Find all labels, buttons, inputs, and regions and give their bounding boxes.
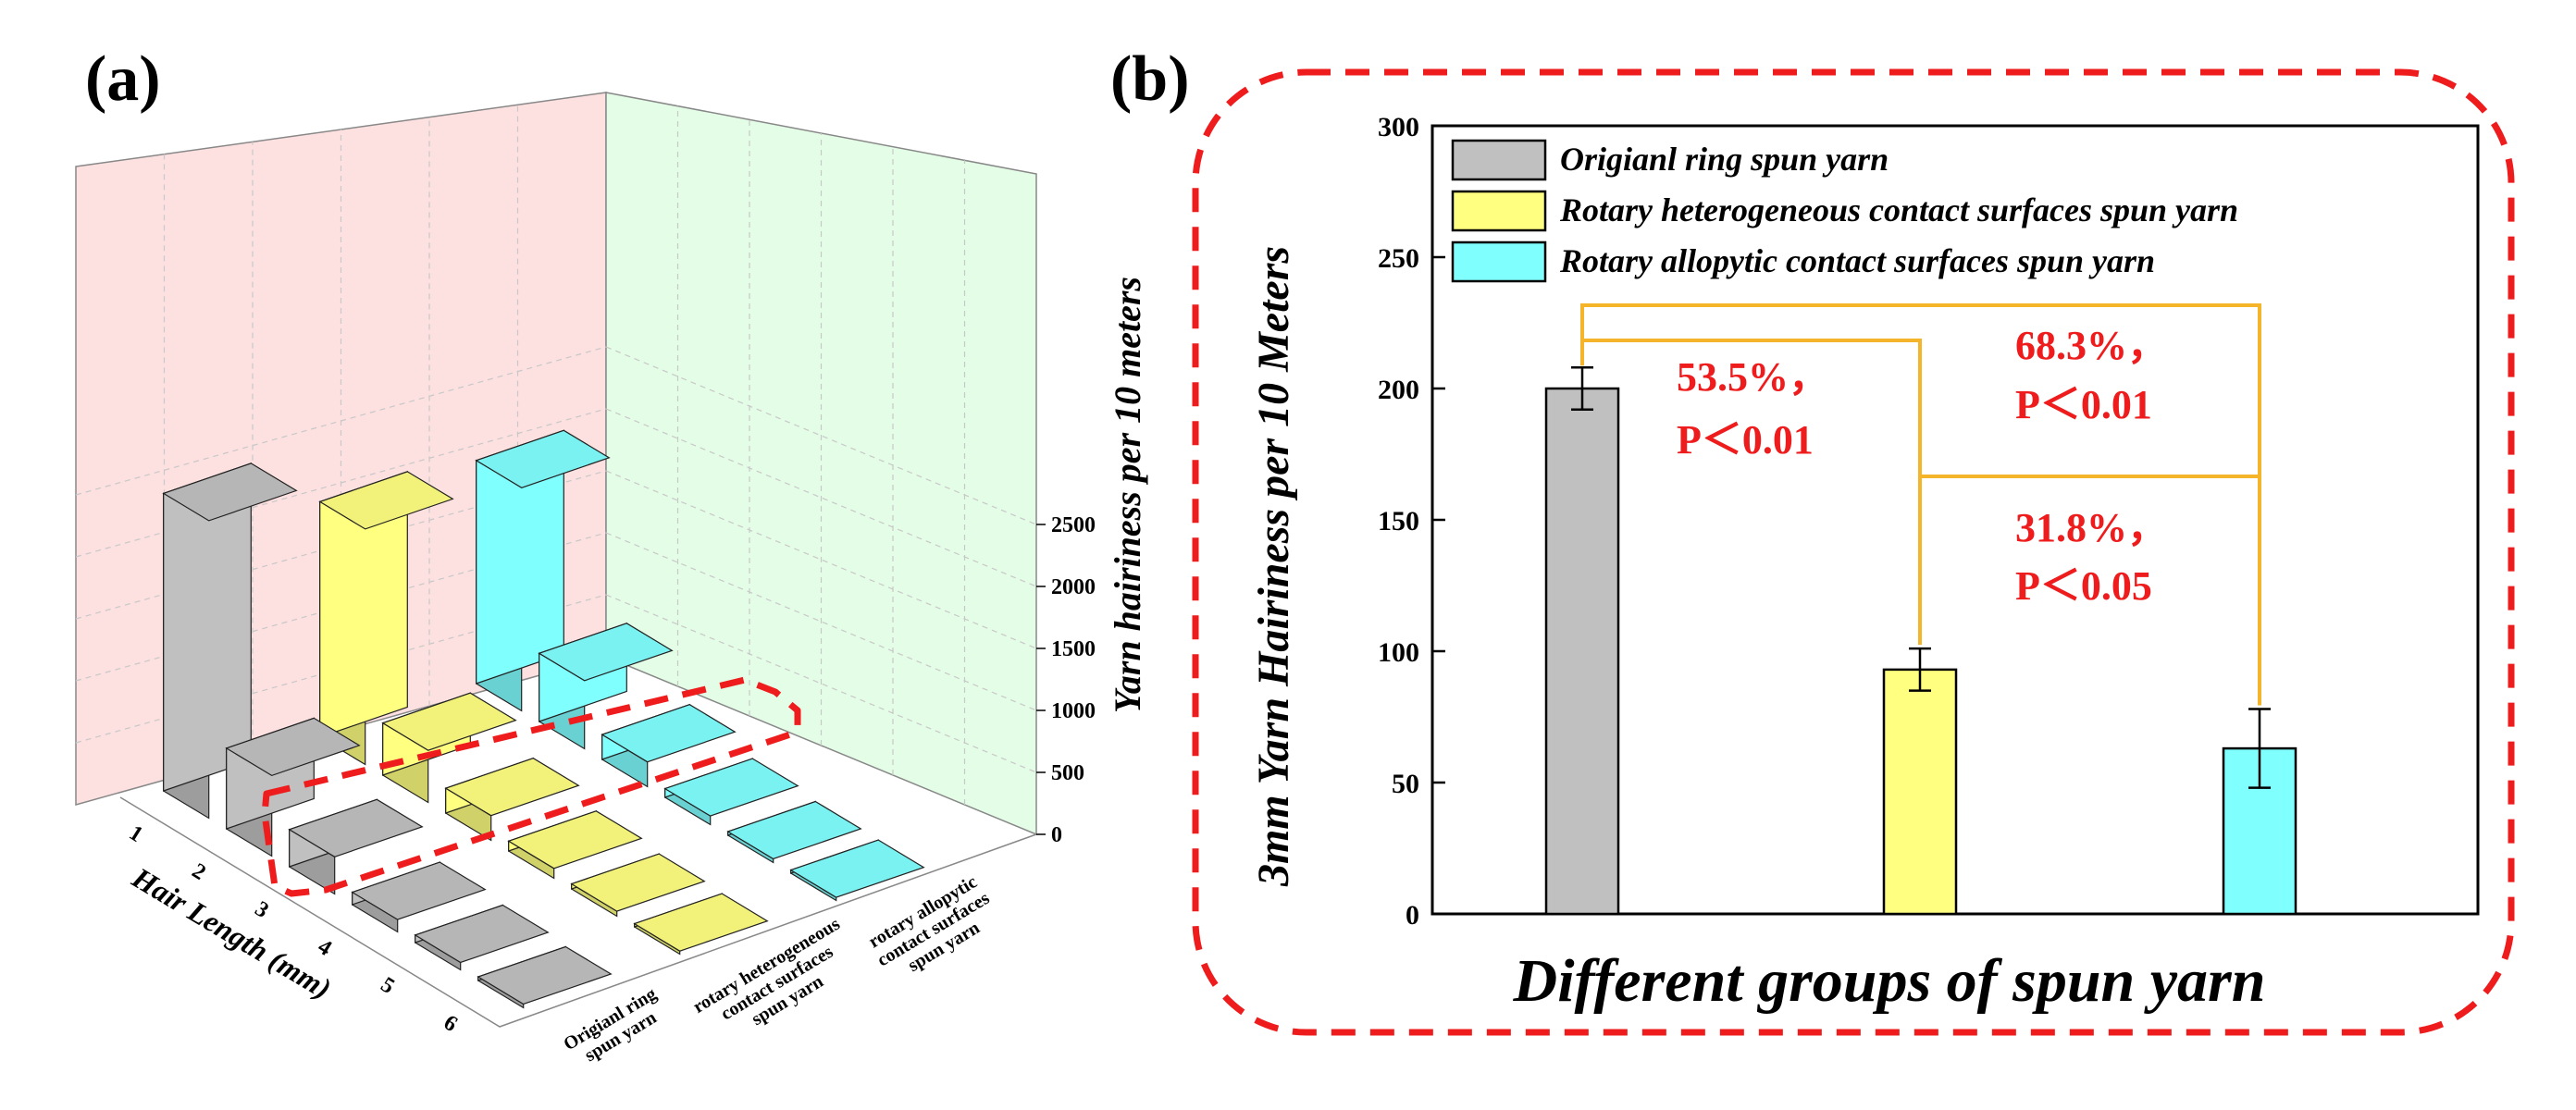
bar-3d [507,809,643,880]
significance-label: P＜0.01 [1677,417,1814,462]
z-tick-label: 1500 [1051,637,1096,661]
hair-length-tick-label: 5 [377,973,399,999]
significance-label: P＜0.05 [2015,563,2152,609]
bar-3d [570,853,706,918]
legend: Origianl ring spun yarn Rotary heterogene… [1451,139,2238,283]
y-tick-label: 250 [1378,243,1419,274]
bar-3d [318,471,454,766]
panel-b-label: (b) [1110,43,1190,115]
group-label: Origianl ringspun yarn [560,983,670,1072]
bar-3d [633,893,769,956]
legend-label: Origianl ring spun yarn [1560,141,1889,178]
group-label: rotary allopyticcontact surfacesspun yar… [863,870,1004,988]
bar-3d [444,757,580,842]
hair-length-tick-label: 4 [314,935,336,961]
significance-bracket [1580,303,2261,706]
hair-length-tick-label: 2 [188,859,210,885]
bar [1544,387,1620,916]
bar-3d [351,861,487,933]
z-tick-label: 0 [1051,823,1062,847]
bar-3d [789,839,925,902]
bar-3d [288,798,424,895]
panel-a-label: (a) [85,43,161,115]
y-axis-title: 3mm Yarn Hairiness per 10 Meters [1249,246,1298,887]
hair-length-tick-label: 3 [251,897,273,923]
y-tick-label: 300 [1378,112,1419,142]
bar-3d [475,429,611,712]
bar-3d [162,462,298,820]
panel-a-3d-bar-chart: 0 500 1000 1500 2000 2500 1 2 3 4 5 6 Origianl rin… [75,43,1148,1072]
significance-label: 31.8%， [2015,505,2168,550]
floor-edges [119,796,1037,1028]
legend-swatch [1451,240,1547,283]
z-tick-label: 2000 [1051,575,1096,599]
x-axis-title: Different groups of spun yarn [1513,947,2266,1015]
y-tick-label: 50 [1392,769,1419,799]
y-tick-label: 200 [1378,375,1419,405]
significance-annotations: 53.5%， P＜0.01 68.3%， P＜0.01 31.8%， P＜0.05 [1580,303,2261,706]
significance-bracket [1582,339,1922,646]
y-tick-label: 150 [1378,506,1419,536]
dashed-highlight-box [261,676,801,897]
z-tick-label: 1000 [1051,699,1096,723]
bar-3d [538,622,674,750]
bars-3d [162,429,925,1009]
significance-label: 53.5%， [1677,354,1829,400]
bar-3d [225,717,361,857]
legend-label: Rotary allopytic contact surfaces spun y… [1559,242,2155,279]
z-tick-label: 500 [1051,761,1084,785]
bars [1544,366,2297,916]
bar-3d [414,904,550,971]
legend-swatch [1451,190,1547,232]
bar-3d [663,758,799,826]
z-tick-label: 2500 [1051,513,1096,537]
hair-length-tick-label: 1 [125,821,147,847]
bar-3d [381,692,517,804]
dashed-frame [1192,68,2515,1036]
y-tick-label: 100 [1378,637,1419,668]
significance-label: P＜0.01 [2015,382,2152,427]
significance-label: 68.3%， [2015,323,2168,368]
legend-label: Rotary heterogeneous contact surfaces sp… [1559,191,2238,228]
hair-length-tick-label: 6 [440,1011,462,1037]
z-axis-ticks: 0 500 1000 1500 2000 2500 [1036,513,1096,847]
bar-3d [726,800,862,864]
z-axis-title: Yarn hairiness per 10 meters [1107,277,1148,713]
panel-b-bar-chart: (b) 0 50 100 150 200 250 300 Origianl ring spu… [1110,43,2515,1036]
bar [1882,668,1958,916]
x-axis-title-hair-length: Hair Length (mm) [126,860,337,1005]
bar-3d [477,945,613,1009]
bar-3d [601,703,737,788]
legend-swatch [1451,139,1547,181]
y-tick-label: 0 [1406,900,1419,931]
